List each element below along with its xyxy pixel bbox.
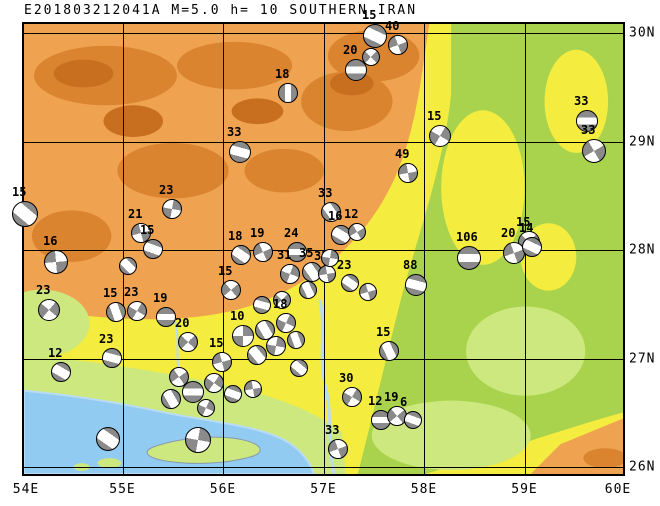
latitude-label: 27N	[629, 351, 656, 366]
latitude-label: 28N	[629, 242, 656, 258]
mountain-dark-orange	[117, 142, 229, 199]
mountain-dark-orange	[244, 148, 324, 193]
longitude-label: 56E	[209, 482, 237, 497]
mountain-darker-orange	[53, 59, 114, 88]
longitude-label: 59E	[511, 482, 538, 497]
map-area	[22, 22, 625, 476]
terrain-map	[24, 24, 623, 474]
mountain-dark-orange	[31, 210, 112, 262]
mountain-dark-orange	[176, 41, 293, 90]
latitude-label: 30N	[629, 25, 656, 41]
small-island	[97, 458, 122, 469]
mountain-darker-orange	[103, 105, 164, 137]
small-island	[73, 463, 90, 472]
longitude-label: 57E	[310, 482, 337, 497]
east-yellow-patch	[441, 110, 525, 265]
east-pale-patch	[371, 400, 531, 471]
latitude-label: 29N	[629, 134, 656, 149]
map-title: E201803212041A M=5.0 h= 10 SOUTHERN IRAN	[24, 3, 418, 18]
southeast-dark-orange	[583, 448, 623, 469]
east-yellow-patch	[544, 49, 609, 153]
longitude-label: 58E	[410, 482, 438, 497]
longitude-label: 60E	[604, 482, 632, 497]
mountain-darker-orange	[329, 71, 374, 96]
longitude-label: 54E	[12, 482, 40, 497]
east-pale-patch	[466, 306, 586, 396]
east-yellow-patch	[520, 223, 577, 291]
longitude-label: 55E	[109, 482, 136, 497]
mountain-darker-orange	[231, 98, 284, 125]
latitude-label: 26N	[629, 459, 656, 475]
